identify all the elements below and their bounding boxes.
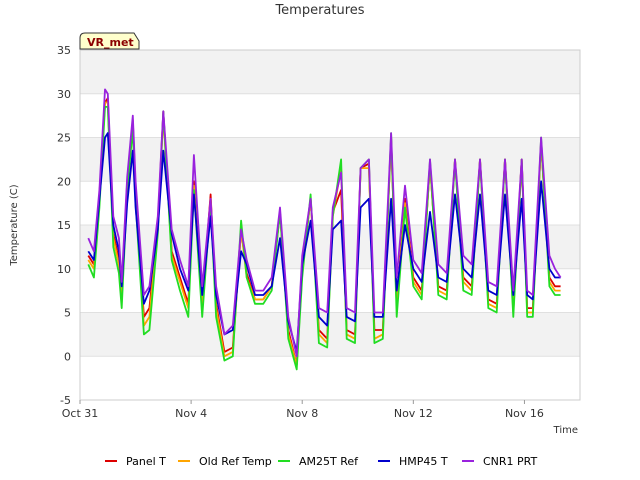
y-tick-label: 30	[57, 88, 71, 101]
background-band	[80, 181, 580, 225]
site-tag-box	[79, 32, 140, 50]
legend: Panel T Old Ref Temp AM25T Ref HMP45 T CNR1 …	[105, 455, 538, 468]
series-line-hmp45-t	[87, 132, 561, 353]
series-layer	[87, 88, 562, 371]
legend-label: CNR1 PRT	[483, 455, 538, 468]
legend-label: AM25T Ref	[299, 455, 359, 468]
x-tick-label: Nov 8	[286, 407, 318, 420]
site-tag: VR_met	[79, 32, 140, 50]
background-band	[80, 93, 580, 138]
background-band	[80, 312, 580, 357]
background-band	[80, 50, 580, 94]
legend-item: HMP45 T	[378, 455, 448, 468]
series-line-cnr1-prt	[87, 88, 562, 358]
y-tick-label: 25	[57, 132, 71, 145]
x-axis-label: Time	[553, 425, 578, 436]
plot-frame	[79, 49, 581, 401]
y-tick-label: 0	[64, 350, 71, 363]
x-tick-label: Nov 12	[394, 407, 433, 420]
legend-label: HMP45 T	[399, 455, 448, 468]
x-axis: Oct 31 Nov 4 Nov 8 Nov 12 Nov 16	[62, 400, 544, 420]
background-band	[80, 356, 580, 400]
legend-label: Old Ref Temp	[199, 455, 272, 468]
legend-item: CNR1 PRT	[462, 455, 538, 468]
x-tick-label: Nov 16	[505, 407, 544, 420]
y-tick-label: 5	[64, 307, 71, 320]
legend-item: Old Ref Temp	[178, 455, 272, 468]
y-axis: -5 0 5 10 15 20 25 30 35	[57, 44, 71, 407]
x-tick-label: Oct 31	[62, 407, 99, 420]
y-axis-label: Temperature (C)	[9, 184, 20, 266]
y-tick-label: -5	[60, 394, 71, 407]
legend-item: Panel T	[105, 455, 166, 468]
chart-title: Temperatures	[274, 3, 364, 18]
x-tick-label: Nov 4	[175, 407, 207, 420]
legend-label: Panel T	[126, 455, 166, 468]
background-bands	[80, 50, 580, 400]
legend-item: AM25T Ref	[278, 455, 359, 468]
y-tick-label: 35	[57, 44, 71, 57]
y-tick-label: 15	[57, 219, 71, 232]
site-tag-label: VR_met	[87, 36, 134, 49]
y-tick-label: 10	[57, 263, 71, 276]
y-tick-label: 20	[57, 175, 71, 188]
